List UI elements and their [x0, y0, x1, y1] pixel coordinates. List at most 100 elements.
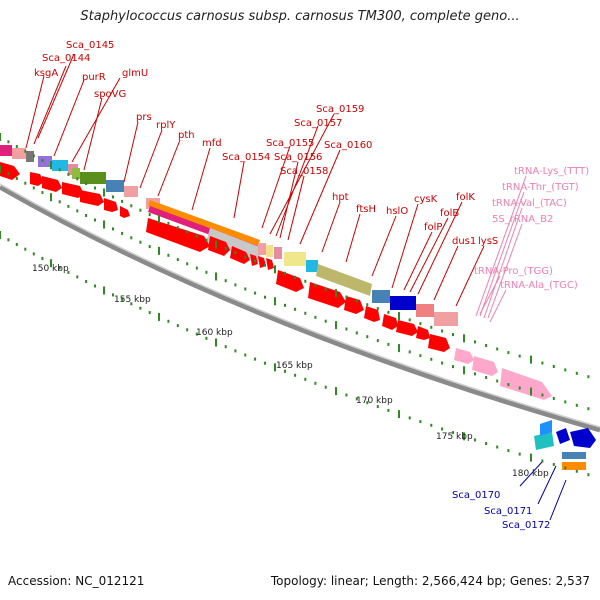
cds-arrow[interactable]: [344, 296, 364, 314]
feature-block[interactable]: [562, 462, 586, 470]
feature-block[interactable]: [258, 243, 266, 255]
cds-arrow-blue[interactable]: [556, 428, 570, 444]
cds-arrows-row: [0, 162, 450, 352]
feature-block[interactable]: [52, 160, 68, 171]
gene-label[interactable]: dus1: [452, 236, 476, 247]
cds-arrow[interactable]: [80, 190, 104, 206]
feature-block[interactable]: [266, 245, 273, 257]
feature-block[interactable]: [390, 296, 416, 310]
accession-text: Accession: NC_012121: [8, 574, 145, 588]
gene-label[interactable]: Sca_0172: [502, 520, 550, 531]
cds-arrow[interactable]: [104, 198, 118, 212]
gene-label[interactable]: folK: [456, 192, 475, 203]
cds-arrow[interactable]: [308, 282, 346, 308]
feature-block[interactable]: [12, 148, 26, 159]
gene-label[interactable]: Sca_0156: [274, 152, 322, 163]
map-title: Staphylococcus carnosus subsp. carnosus …: [80, 9, 520, 24]
feature-block[interactable]: [26, 151, 34, 162]
scale-label: 180 kbp: [512, 469, 549, 479]
cds-arrow[interactable]: [62, 182, 84, 198]
gene-label[interactable]: purR: [82, 72, 106, 83]
feature-block[interactable]: [372, 290, 390, 303]
feature-block[interactable]: [106, 180, 124, 192]
cds-arrow[interactable]: [0, 162, 20, 180]
feature-block[interactable]: [284, 252, 306, 266]
feature-block[interactable]: [316, 264, 372, 296]
cds-arrow[interactable]: [42, 176, 62, 192]
feature-block[interactable]: [38, 156, 52, 167]
gene-label[interactable]: folB: [440, 208, 459, 219]
gene-label[interactable]: Sca_0145: [66, 40, 114, 51]
gene-label[interactable]: Sca_0155: [266, 138, 314, 149]
gene-label[interactable]: ksgA: [34, 68, 58, 79]
gene-label[interactable]: ftsH: [356, 204, 376, 215]
cds-arrow-blue[interactable]: [570, 428, 596, 448]
cds-arrow[interactable]: [382, 314, 398, 330]
gene-label[interactable]: prs: [136, 112, 152, 123]
rna-arrow[interactable]: [454, 348, 474, 364]
feature-block[interactable]: [562, 452, 586, 459]
cds-arrow[interactable]: [230, 246, 250, 264]
gene-label[interactable]: folP: [424, 222, 442, 233]
cds-arrow[interactable]: [416, 326, 430, 340]
feature-block[interactable]: [274, 247, 282, 259]
gene-label[interactable]: Sca_0160: [324, 140, 372, 151]
cds-arrow[interactable]: [428, 334, 450, 352]
feature-row-upper: [0, 145, 458, 326]
gene-label[interactable]: tRNA-Pro_(TGG): [474, 266, 553, 277]
scale-ticks: [0, 133, 590, 477]
genome-stats-text: Topology: linear; Length: 2,566,424 bp; …: [270, 574, 590, 588]
label-leaders: [25, 53, 567, 521]
cds-arrow[interactable]: [364, 306, 380, 322]
gene-label[interactable]: hpt: [332, 192, 349, 203]
rna-arrow[interactable]: [472, 356, 498, 376]
cds-arrow[interactable]: [276, 270, 304, 292]
gene-label[interactable]: cysK: [414, 194, 438, 205]
feature-block[interactable]: [534, 432, 554, 450]
gene-label[interactable]: Sca_0170: [452, 490, 500, 501]
feature-block[interactable]: [434, 312, 458, 326]
gene-label[interactable]: Sca_0159: [316, 104, 364, 115]
gene-label[interactable]: Sca_0171: [484, 506, 532, 517]
gene-label[interactable]: tRNA-Lys_(TTT): [514, 166, 589, 177]
gene-label[interactable]: lysS: [478, 236, 498, 247]
cds-arrow[interactable]: [30, 172, 44, 186]
feature-block[interactable]: [124, 186, 138, 197]
scale-label: 175 kbp: [436, 432, 473, 442]
genome-backbone-highlight: [0, 183, 600, 428]
gene-label[interactable]: Sca_0157: [294, 118, 342, 129]
gene-label[interactable]: tRNA-Thr_(TGT): [502, 182, 579, 193]
gene-label[interactable]: spoVG: [94, 89, 126, 100]
feature-block[interactable]: [80, 172, 106, 184]
gene-label[interactable]: pth: [178, 130, 195, 141]
gene-label[interactable]: Sca_0158: [280, 166, 328, 177]
scale-label: 150 kbp: [32, 264, 69, 274]
rna-arrow[interactable]: [500, 368, 552, 400]
feature-block[interactable]: [416, 304, 434, 317]
cds-arrow[interactable]: [146, 218, 210, 252]
gene-label[interactable]: tRNA-Ala_(TGC): [500, 280, 578, 291]
gene-label[interactable]: mfd: [202, 138, 222, 149]
cds-arrow[interactable]: [250, 254, 258, 266]
rna-arrows: [454, 348, 552, 400]
cds-arrow[interactable]: [396, 320, 418, 336]
gene-label[interactable]: glmU: [122, 68, 148, 79]
gene-label[interactable]: rplY: [156, 120, 176, 131]
gene-label[interactable]: hslO: [386, 206, 408, 217]
cds-arrow[interactable]: [266, 258, 274, 270]
gene-label[interactable]: Sca_0154: [222, 152, 270, 163]
feature-block[interactable]: [206, 228, 262, 262]
scale-label: 155 kbp: [114, 295, 151, 305]
gene-label[interactable]: tRNA-Val_(TAC): [492, 198, 567, 209]
feature-block[interactable]: [72, 168, 80, 179]
feature-block[interactable]: [0, 145, 12, 156]
genome-backbone: [0, 184, 600, 433]
feature-block[interactable]: [306, 260, 318, 272]
cds-arrow[interactable]: [120, 206, 130, 218]
feature-block[interactable]: [148, 200, 260, 246]
gene-label[interactable]: 5S_rRNA_B2: [492, 214, 553, 225]
cds-arrow[interactable]: [208, 236, 230, 256]
gene-label[interactable]: Sca_0144: [42, 53, 90, 64]
feature-block[interactable]: [540, 420, 552, 436]
